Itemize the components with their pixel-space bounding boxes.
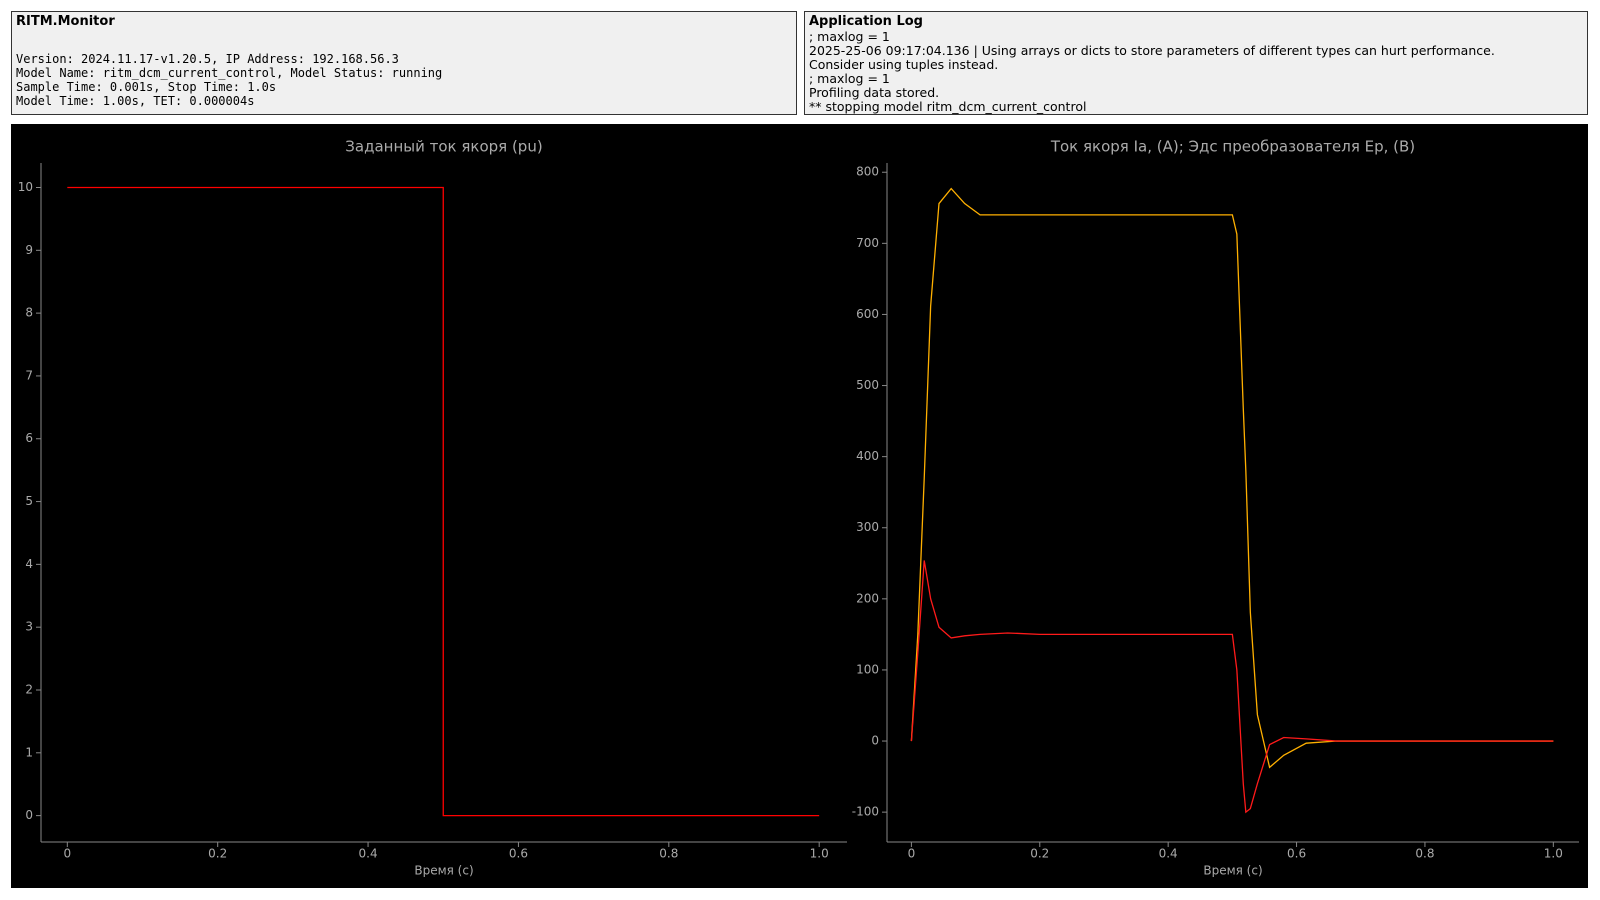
y-tick-label: 5 [25, 494, 33, 508]
y-tick-label: 8 [25, 306, 33, 320]
y-tick-label: 3 [25, 620, 33, 634]
x-tick-label: 1.0 [1544, 847, 1563, 861]
panel-title: RITM.Monitor [16, 14, 115, 29]
y-tick-label: 1 [25, 745, 33, 759]
status-line: Model Name: ritm_dcm_current_control, Mo… [16, 66, 443, 80]
y-tick-label: 9 [25, 243, 33, 257]
y-tick-label: 0 [25, 808, 33, 822]
x-tick-label: 0.8 [1415, 847, 1434, 861]
log-line: 2025-25-06 09:17:04.136 | Using arrays o… [809, 43, 1495, 58]
log-line: ; maxlog = 1 [809, 29, 890, 44]
y-tick-label: 300 [856, 520, 879, 534]
data-line [910, 187, 1554, 769]
y-tick-label: 400 [856, 449, 879, 463]
y-tick-label: 7 [25, 368, 33, 382]
x-tick-label: 0 [63, 847, 71, 861]
chart-area: Заданный ток якоря (pu) Время (с) 0 1 2 3 4 5 6 7… [11, 124, 1588, 888]
y-tick-label: 500 [856, 378, 879, 392]
y-tick-label: 600 [856, 307, 879, 321]
data-line [910, 560, 1554, 814]
y-tick-label: 800 [856, 165, 879, 179]
y-tick-label: -100 [852, 805, 879, 819]
chart-title: Заданный ток якоря (pu) [345, 138, 542, 156]
chart-title: Ток якоря Ia, (А); Эдс преобразователя E… [1050, 138, 1415, 156]
panel-title: Application Log [809, 14, 923, 29]
status-line: Sample Time: 0.001s, Stop Time: 1.0s [16, 80, 277, 94]
log-line: ** stopping model ritm_dcm_current_contr… [809, 99, 1087, 114]
log-panel: Application Log ; maxlog = 1 2025-25-06 0… [804, 11, 1588, 115]
log-line: Profiling data stored. [809, 85, 940, 100]
y-tick-label: 0 [871, 734, 879, 748]
y-tick-label: 4 [25, 557, 33, 571]
x-axis-label: Время (с) [414, 864, 473, 878]
y-tick-label: 200 [856, 591, 879, 605]
status-line: Model Time: 1.00s, TET: 0.000004s [16, 94, 255, 108]
y-tick-label: 700 [856, 236, 879, 250]
y-tick-label: 2 [25, 682, 33, 696]
status-line: Version: 2024.11.17-v1.20.5, IP Address:… [16, 52, 399, 66]
y-tick-label: 10 [18, 180, 33, 194]
x-tick-label: 0.4 [359, 847, 378, 861]
data-line [67, 186, 820, 817]
log-line: ; maxlog = 1 [809, 71, 890, 86]
y-tick-label: 100 [856, 662, 879, 676]
y-tick-label: 6 [25, 431, 33, 445]
x-axis-label: Время (с) [1203, 864, 1262, 878]
x-tick-label: 0.6 [509, 847, 528, 861]
x-tick-label: 0.2 [1030, 847, 1049, 861]
x-tick-label: 0.2 [208, 847, 227, 861]
log-line: Consider using tuples instead. [809, 57, 999, 72]
x-tick-label: 0 [908, 847, 916, 861]
x-tick-label: 1.0 [810, 847, 829, 861]
status-panel: RITM.Monitor Version: 2024.11.17-v1.20.5… [11, 11, 797, 115]
x-tick-label: 0.8 [659, 847, 678, 861]
x-tick-label: 0.4 [1159, 847, 1178, 861]
chart-background [11, 124, 1588, 888]
x-tick-label: 0.6 [1287, 847, 1306, 861]
